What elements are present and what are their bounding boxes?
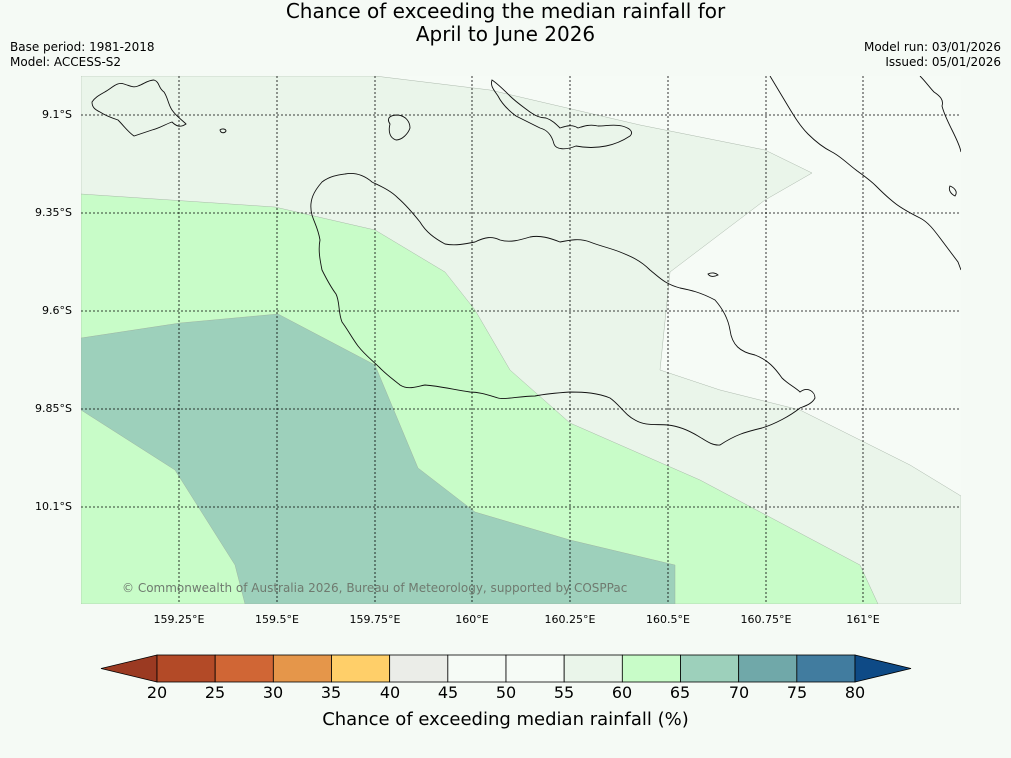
coastline-island-small — [387, 114, 411, 141]
base-period: Base period: 1981-2018 — [10, 40, 155, 54]
colorbar-tick-5: 45 — [437, 683, 459, 702]
lon-label-4: 160.25°E — [544, 613, 596, 626]
colorbar-segment-2 — [272, 654, 332, 683]
colorbar-tick-8: 60 — [611, 683, 633, 702]
colorbar-label: Chance of exceeding median rainfall (%) — [322, 709, 689, 730]
coastline-islet-2 — [707, 272, 719, 277]
colorbar-segment-0 — [156, 654, 216, 683]
coastline-nggela — [491, 79, 633, 150]
lat-label-0: 9.1°S — [42, 108, 72, 121]
lat-label-4: 10.1°S — [35, 500, 72, 513]
colorbar-tick-4: 40 — [379, 683, 401, 702]
colorbar-over-arrow — [854, 654, 912, 683]
coastline-malaita — [769, 76, 961, 271]
colorbar-tick-3: 35 — [320, 683, 342, 702]
lon-label-0: 159.25°E — [153, 613, 205, 626]
colorbar-segment-9 — [680, 654, 740, 683]
model-run: Model run: 03/01/2026 — [863, 40, 1001, 54]
lat-label-1: 9.35°S — [35, 206, 72, 219]
colorbar-segment-10 — [738, 654, 798, 683]
colorbar-tick-10: 70 — [728, 683, 750, 702]
colorbar-segment-6 — [505, 654, 565, 683]
colorbar-segment-1 — [214, 654, 274, 683]
colorbar-segment-11 — [796, 654, 856, 683]
lon-label-7: 161°E — [846, 613, 880, 626]
colorbar-tick-2: 30 — [262, 683, 284, 702]
issued-date: Issued: 05/01/2026 — [885, 55, 1001, 69]
meta-left: Base period: 1981-2018 Model: ACCESS-S2 — [10, 40, 155, 70]
model-name: Model: ACCESS-S2 — [10, 55, 122, 69]
copyright-text: © Commonwealth of Australia 2026, Bureau… — [122, 581, 627, 595]
colorbar-tick-9: 65 — [669, 683, 691, 702]
lon-label-3: 160°E — [455, 613, 489, 626]
colorbar-under-arrow — [100, 654, 158, 683]
coastline-guadalcanal — [310, 173, 816, 446]
zone-65-70 — [81, 313, 676, 604]
chart-title: Chance of exceeding the median rainfall … — [0, 0, 1011, 46]
colorbar-segment-4 — [389, 654, 449, 683]
colorbar-tick-1: 25 — [204, 683, 226, 702]
lon-label-2: 159.75°E — [349, 613, 401, 626]
colorbar-tick-12: 80 — [844, 683, 866, 702]
colorbar-tick-7: 55 — [553, 683, 575, 702]
meta-right: Model run: 03/01/2026 Issued: 05/01/2026 — [864, 40, 1001, 70]
colorbar-tick-0: 20 — [146, 683, 168, 702]
lon-label-6: 160.75°E — [740, 613, 792, 626]
lat-label-2: 9.6°S — [42, 304, 72, 317]
colorbar-segment-8 — [621, 654, 681, 683]
lon-label-5: 160.5°E — [646, 613, 690, 626]
coastline-islet-1 — [219, 128, 227, 134]
title-line-1: Chance of exceeding the median rainfall … — [285, 0, 726, 23]
title-line-2: April to June 2026 — [415, 22, 596, 46]
colorbar-tick-6: 50 — [495, 683, 517, 702]
colorbar-segment-7 — [563, 654, 623, 683]
colorbar-tick-11: 75 — [786, 683, 808, 702]
colorbar-segment-5 — [447, 654, 507, 683]
gridlines — [81, 76, 961, 604]
colorbar-segment-3 — [331, 654, 391, 683]
colorbar-segments — [156, 654, 856, 683]
lat-label-3: 9.85°S — [35, 402, 72, 415]
lon-label-1: 159.5°E — [255, 613, 299, 626]
